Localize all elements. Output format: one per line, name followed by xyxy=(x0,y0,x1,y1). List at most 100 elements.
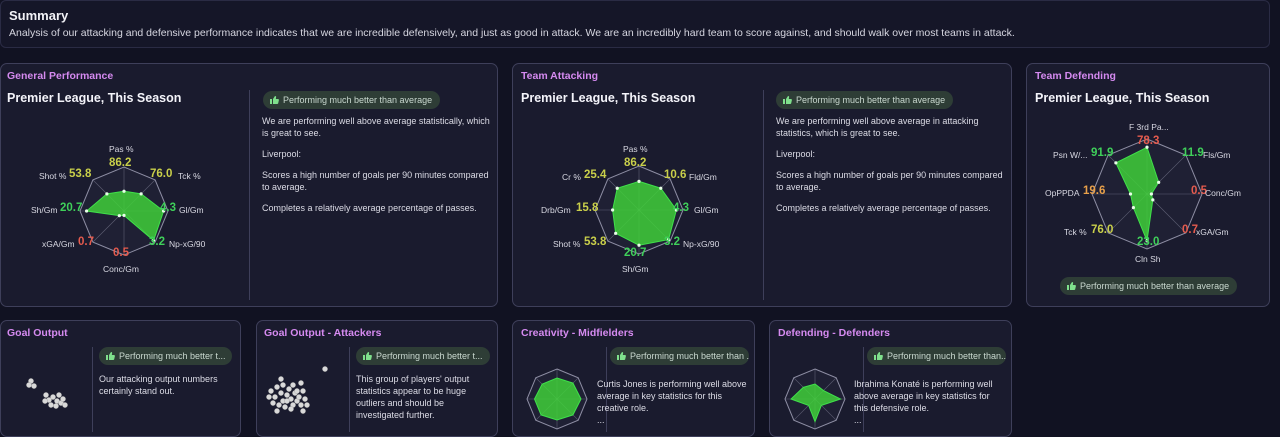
description: Curtis Jones is performing well above av… xyxy=(597,378,749,426)
goal-output-scatter xyxy=(26,378,68,409)
radar-value: 76.0 xyxy=(1091,224,1114,236)
attackers-scatter xyxy=(266,366,328,414)
team-attacking-card[interactable]: Team Attacking Premier League, This Seas… xyxy=(512,63,1012,307)
defending-defenders-card[interactable]: Defending - Defenders Performing much be… xyxy=(769,320,1012,437)
scatter-point xyxy=(298,402,304,408)
radar-point xyxy=(659,186,663,190)
radar-label: F 3rd Pa... xyxy=(1129,122,1169,132)
radar-label: Sh/Gm xyxy=(31,205,58,215)
description-text: Curtis Jones is performing well above av… xyxy=(597,379,747,413)
description: This group of players' output statistics… xyxy=(356,374,470,420)
radar-point xyxy=(615,186,619,190)
card-title: Goal Output - Attackers xyxy=(264,327,382,339)
performance-badge: Performing much better than... xyxy=(867,347,1006,365)
scatter-point xyxy=(266,394,272,400)
card-title: General Performance xyxy=(7,70,114,82)
thumbs-up-icon xyxy=(1067,282,1076,290)
radar-value: 91.9 xyxy=(1091,147,1114,159)
radar-point xyxy=(637,179,641,183)
badge-label: Performing much better than average xyxy=(1080,281,1230,291)
thumbs-up-icon xyxy=(363,352,372,360)
paragraph: Liverpool: xyxy=(776,149,816,159)
general-radar-chart xyxy=(79,166,169,256)
scatter-point xyxy=(272,394,278,400)
team-defending-card[interactable]: Team Defending Premier League, This Seas… xyxy=(1026,63,1270,307)
scatter-point xyxy=(274,408,280,414)
scatter-point xyxy=(286,386,292,392)
goal-output-card[interactable]: Goal Output Performing much better t... … xyxy=(0,320,241,437)
radar-value: 3.2 xyxy=(664,236,680,248)
creativity-radar-chart xyxy=(526,368,588,430)
radar-point xyxy=(151,238,156,243)
radar-label: Gl/Gm xyxy=(179,205,204,215)
radar-point xyxy=(122,189,126,193)
scatter-point xyxy=(31,383,37,389)
card-subtitle: Premier League, This Season xyxy=(1035,91,1210,105)
radar-value: 11.9 xyxy=(1182,147,1204,159)
scatter-point xyxy=(278,390,284,396)
radar-value: 0.5 xyxy=(113,247,129,259)
radar-value: 10.6 xyxy=(664,169,687,181)
scatter-point xyxy=(62,402,68,408)
thumbs-up-icon xyxy=(783,96,792,104)
radar-value: 20.7 xyxy=(624,247,647,259)
card-title: Defending - Defenders xyxy=(778,327,891,339)
radar-label: Np-xG/90 xyxy=(169,239,206,249)
badge-label: Performing much better than ... xyxy=(630,351,749,361)
scatter-point xyxy=(274,384,280,390)
radar-shape xyxy=(790,383,842,423)
radar-point xyxy=(162,209,166,213)
performance-badge: Performing much better than average xyxy=(263,91,441,109)
badge-label: Performing much better t... xyxy=(119,351,226,361)
goal-output-attackers-card[interactable]: Goal Output - Attackers Performing much … xyxy=(256,320,498,437)
radar-label: Sh/Gm xyxy=(622,264,649,274)
radar-value: 25.4 xyxy=(584,169,607,181)
radar-label: Psn W/... xyxy=(1053,150,1088,160)
thumbs-up-icon xyxy=(270,96,279,104)
radar-label: Np-xG/90 xyxy=(683,239,720,249)
scatter-point xyxy=(282,404,288,410)
scatter-point xyxy=(60,396,66,402)
radar-point xyxy=(1145,145,1149,149)
radar-point xyxy=(614,231,618,235)
radar-value: 4.3 xyxy=(673,202,689,214)
scatter-point xyxy=(268,388,274,394)
radar-point xyxy=(666,237,671,242)
card-title: Goal Output xyxy=(7,327,68,339)
radar-label: Shot % xyxy=(39,171,67,181)
summary-panel: Summary Analysis of our attacking and de… xyxy=(0,0,1270,48)
more-ellipsis: ... xyxy=(854,415,862,425)
scatter-point xyxy=(302,396,308,402)
description: We are performing well above average in … xyxy=(776,115,1006,223)
paragraph: We are performing well above average in … xyxy=(776,116,979,138)
scatter-point xyxy=(300,408,306,414)
radar-point xyxy=(1149,192,1153,196)
radar-label: xGA/Gm xyxy=(42,239,75,249)
divider xyxy=(606,347,607,432)
description: Ibrahima Konaté is performing well above… xyxy=(854,378,1006,426)
scatter-point xyxy=(298,380,304,386)
radar-point xyxy=(1128,192,1133,196)
card-title: Creativity - Midfielders xyxy=(521,327,634,339)
radar-point xyxy=(1114,161,1118,165)
radar-point xyxy=(122,213,126,217)
general-performance-card[interactable]: General Performance Premier League, This… xyxy=(0,63,498,307)
radar-point xyxy=(1151,198,1155,202)
paragraph: Completes a relatively average percentag… xyxy=(776,203,991,213)
creativity-card[interactable]: Creativity - Midfielders Performing much… xyxy=(512,320,755,437)
badge-label: Performing much better than... xyxy=(887,351,1006,361)
paragraph: Completes a relatively average percentag… xyxy=(262,203,477,213)
scatter-point xyxy=(290,382,296,388)
divider xyxy=(863,347,864,432)
scatter-point xyxy=(322,366,328,372)
radar-label: Tck % xyxy=(178,171,201,181)
scatter-point xyxy=(284,398,290,404)
summary-title: Summary xyxy=(9,8,69,23)
scatter-point xyxy=(48,402,54,408)
description: We are performing well above average sta… xyxy=(262,115,492,223)
scatter-point xyxy=(53,403,59,409)
paragraph: We are performing well above average sta… xyxy=(262,116,490,138)
defenders-radar-chart xyxy=(784,368,846,430)
scatter-point xyxy=(43,392,49,398)
radar-label: OpPPDA xyxy=(1045,188,1080,198)
